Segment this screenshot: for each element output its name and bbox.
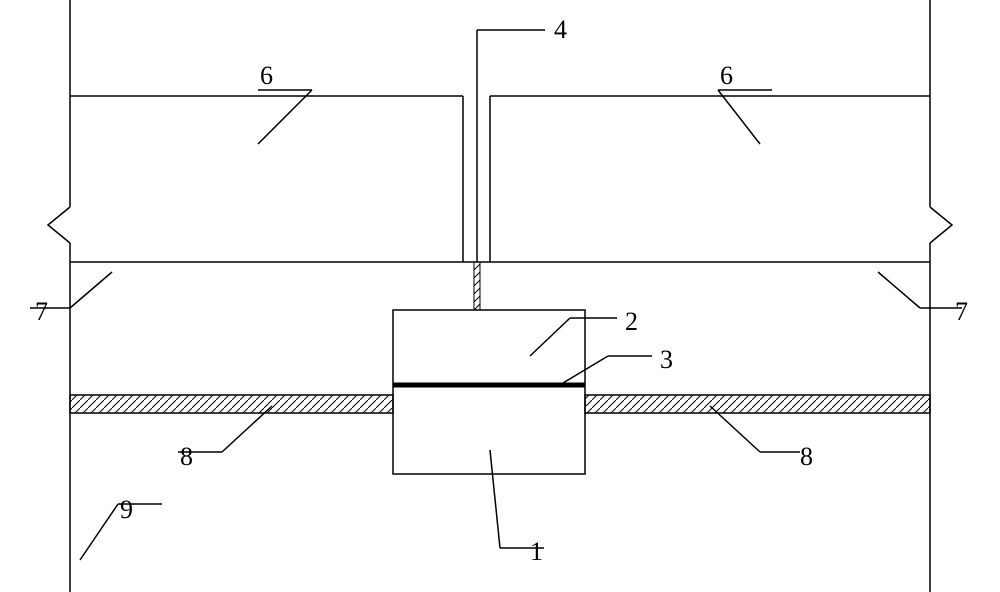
diagram-label: 6 [260, 61, 273, 90]
diagram-label: 3 [660, 345, 673, 374]
diagram-label: 7 [35, 297, 48, 326]
diagram-label: 1 [530, 537, 543, 566]
engineering-diagram: 6 6 4 23 7 7 8 8 9 1 [0, 0, 1000, 592]
diagram-label: 4 [554, 15, 567, 44]
diagram-label: 8 [800, 442, 813, 471]
diagram-label: 9 [120, 495, 133, 524]
diagram-label: 8 [180, 442, 193, 471]
diagram-label: 2 [625, 307, 638, 336]
diagram-label: 6 [720, 61, 733, 90]
diagram-label: 7 [955, 297, 968, 326]
